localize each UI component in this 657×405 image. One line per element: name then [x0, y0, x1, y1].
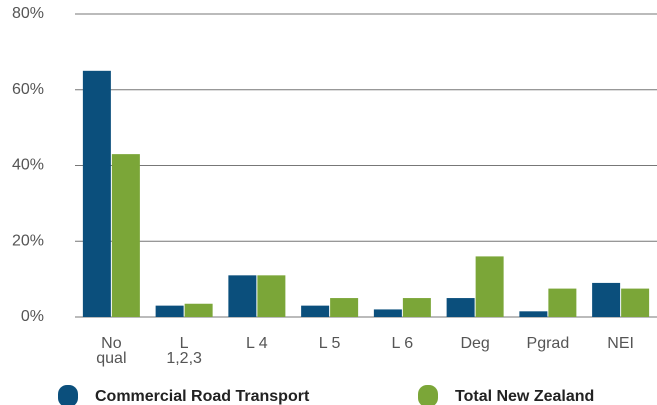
- bar: [519, 311, 548, 317]
- y-tick-label: 60%: [12, 81, 44, 98]
- bar: [548, 288, 577, 317]
- x-tick-label: L 6: [391, 335, 414, 352]
- bar: [475, 256, 504, 317]
- x-tick-label: Pgrad: [526, 335, 570, 352]
- bar: [301, 305, 330, 317]
- bar: [184, 303, 213, 317]
- y-tick-label: 20%: [12, 232, 44, 249]
- y-tick-label: 80%: [12, 5, 44, 22]
- x-tick-label: NEI: [607, 335, 634, 352]
- bar: [330, 298, 359, 317]
- bar: [257, 275, 286, 317]
- legend-swatch: [58, 385, 78, 405]
- y-tick-label: 0%: [21, 308, 44, 325]
- x-tick-label: Deg: [460, 335, 490, 352]
- bar: [111, 154, 140, 317]
- bar: [373, 309, 402, 317]
- bar: [402, 298, 431, 317]
- legend-label: Total New Zealand: [455, 388, 594, 405]
- bar: [446, 298, 475, 317]
- x-tick-label: No qual: [96, 335, 127, 367]
- bar: [621, 288, 650, 317]
- bar: [228, 275, 257, 317]
- legend-swatch: [418, 385, 438, 405]
- y-tick-label: 40%: [12, 157, 44, 174]
- x-tick-label: L 4: [246, 335, 268, 352]
- bar: [155, 305, 184, 317]
- legend-label: Commercial Road Transport: [95, 388, 310, 405]
- x-tick-label: L 5: [318, 335, 341, 352]
- bar: [82, 70, 111, 317]
- x-tick-label: L 1,2,3: [166, 335, 202, 367]
- bar: [592, 282, 621, 317]
